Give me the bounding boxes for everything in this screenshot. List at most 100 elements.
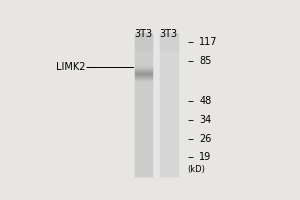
Bar (160, 99, 178, 100)
Bar (160, 108, 178, 109)
Bar (135, 124, 152, 125)
Bar (160, 46, 178, 47)
Bar (135, 118, 152, 119)
Bar (160, 43, 178, 44)
Text: 85: 85 (199, 56, 212, 66)
Bar (135, 96, 152, 97)
Bar (135, 128, 152, 129)
Bar (160, 118, 178, 119)
Bar (160, 84, 178, 85)
Bar (160, 62, 178, 63)
Bar (135, 79, 152, 80)
Bar (160, 159, 178, 160)
Bar (160, 49, 178, 50)
Bar (160, 40, 178, 41)
Bar (160, 117, 178, 118)
Bar (160, 58, 178, 59)
Bar (160, 79, 178, 80)
Bar (160, 71, 178, 72)
Bar (135, 99, 152, 100)
Bar (160, 90, 178, 91)
Bar (135, 120, 152, 121)
Bar (135, 69, 152, 70)
Bar (135, 132, 152, 133)
Bar (135, 152, 152, 153)
Bar (160, 97, 178, 98)
Bar (160, 102, 178, 103)
Bar (135, 72, 152, 73)
Bar (135, 82, 152, 83)
Bar (160, 105, 178, 106)
Bar (160, 48, 178, 49)
Bar (160, 172, 178, 173)
Bar (135, 42, 152, 43)
Bar (135, 54, 152, 55)
Bar (135, 108, 152, 109)
Bar (135, 103, 152, 104)
Bar (135, 46, 152, 47)
Bar (135, 112, 152, 113)
Bar (160, 70, 178, 71)
Text: 34: 34 (199, 115, 211, 125)
Bar (135, 142, 152, 143)
Bar (160, 59, 178, 60)
Text: --: -- (188, 56, 194, 66)
Bar (160, 146, 178, 147)
Text: --: -- (188, 152, 194, 162)
Bar (160, 74, 178, 75)
Bar (160, 163, 178, 164)
Bar (135, 89, 152, 90)
Bar (135, 143, 152, 144)
Bar (160, 103, 178, 104)
Bar (160, 130, 178, 131)
Bar (160, 124, 178, 125)
Bar (135, 36, 152, 37)
Bar (135, 65, 152, 66)
Bar (160, 158, 178, 159)
Bar (135, 147, 152, 148)
Bar (135, 47, 152, 48)
Bar (160, 121, 178, 122)
Bar (135, 133, 152, 134)
Bar (160, 134, 178, 135)
Bar (135, 75, 152, 76)
Bar (135, 117, 152, 118)
Bar (135, 80, 152, 81)
Bar (160, 80, 178, 81)
Bar (160, 113, 178, 114)
Bar (160, 64, 178, 65)
Bar (135, 139, 152, 140)
Bar (160, 147, 178, 148)
Bar (160, 116, 178, 117)
Bar (135, 41, 152, 42)
Bar (135, 76, 152, 77)
Text: --: -- (85, 62, 92, 72)
Bar (160, 128, 178, 129)
Bar (135, 115, 152, 116)
Bar (160, 89, 178, 90)
Bar (135, 163, 152, 164)
Bar (135, 48, 152, 49)
Bar (160, 109, 178, 110)
Bar (135, 52, 152, 53)
Bar (135, 154, 152, 155)
Bar (160, 152, 178, 153)
Bar (135, 119, 152, 120)
Bar (160, 126, 178, 127)
Bar (160, 42, 178, 43)
Bar (160, 76, 178, 77)
Bar (135, 144, 152, 145)
Bar (135, 51, 152, 52)
Bar (135, 74, 152, 75)
Bar (160, 141, 178, 142)
Bar (135, 149, 152, 150)
Bar (135, 172, 152, 173)
Bar (160, 168, 178, 169)
Bar (160, 144, 178, 145)
Bar (160, 135, 178, 136)
Bar (135, 131, 152, 132)
Bar (160, 142, 178, 143)
Bar (160, 115, 178, 116)
Bar (160, 55, 178, 56)
Bar (160, 56, 178, 57)
